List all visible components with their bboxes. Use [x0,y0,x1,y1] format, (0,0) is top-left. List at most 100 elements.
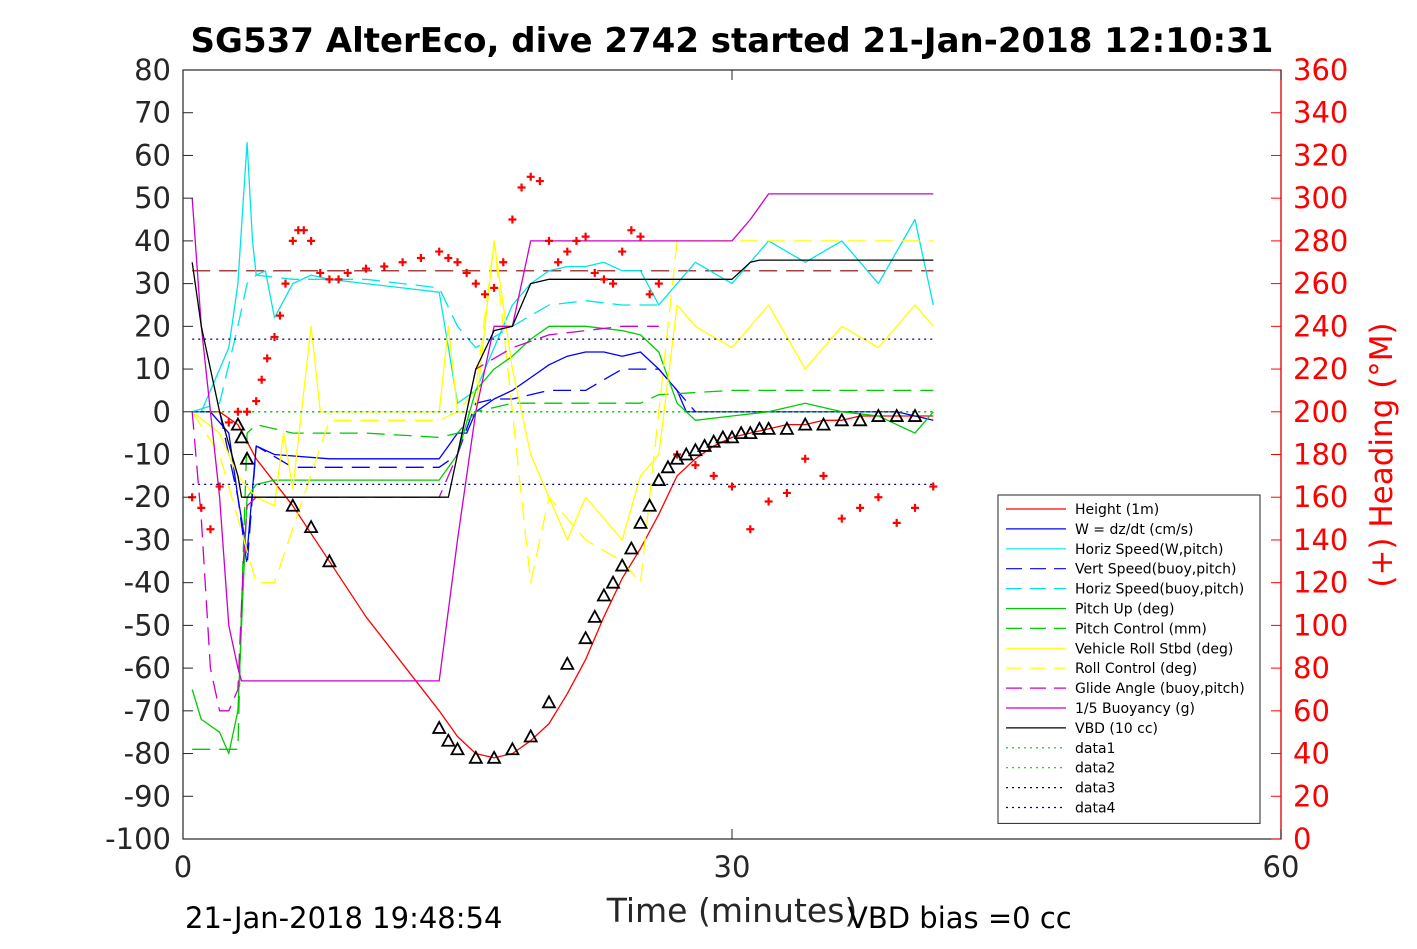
depth-marker [733,425,749,440]
heading-marker [224,418,233,427]
x-axis-label: Time (minutes) [606,891,858,930]
right-tick-label: 140 [1293,523,1348,557]
legend-entry-label: data2 [1075,761,1115,777]
depth-marker [596,587,612,602]
left-tick-label: 0 [153,395,171,429]
heading-marker [252,397,261,406]
depth-marker [431,720,447,734]
heading-marker [526,172,535,181]
left-tick-label: 40 [134,224,171,258]
heading-marker [545,236,553,245]
right-tick-label: 80 [1293,651,1330,685]
depth-marker [870,408,886,422]
footer-vbd-bias: VBD bias =0 cc [848,901,1072,935]
left-tick-label: 60 [134,138,171,172]
right-tick-label: 320 [1293,138,1348,172]
right-axis-label: (+) Heading (°M) [1364,322,1400,587]
legend-entry-label: Vehicle Roll Stbd (deg) [1075,641,1233,657]
depth-marker [523,728,539,743]
heading-marker [911,503,919,512]
right-tick-label: 360 [1293,53,1348,87]
right-tick-label: 120 [1293,566,1348,600]
heading-marker [206,525,215,534]
left-tick-label: -20 [124,480,171,514]
heading-marker [874,493,883,502]
axes: 80706050403020100-10-20-30-40-50-60-70-8… [105,53,1348,884]
heading-marker [856,503,865,512]
depth-marker [651,472,667,487]
heading-marker [416,253,425,262]
series-line-3 [192,368,696,567]
heading-marker [618,247,627,256]
depth-marker [751,420,767,435]
depth-marker [504,741,520,756]
depth-marker [230,416,246,431]
heading-marker [609,279,618,288]
right-tick-label: 200 [1293,395,1348,429]
right-tick-label: 160 [1293,480,1348,514]
x-tick-label: 30 [714,850,751,884]
left-tick-label: -40 [124,566,171,600]
right-tick-label: 280 [1293,224,1348,258]
heading-marker [288,236,297,245]
legend-entry-label: Pitch Control (mm) [1075,621,1207,637]
heading-marker [517,183,526,192]
heading-marker [645,290,654,299]
depth-marker [559,655,575,670]
heading-marker [444,253,453,262]
heading-marker [654,279,663,288]
depth-marker [578,630,594,645]
heading-marker [554,258,563,267]
depth-marker [632,514,649,529]
right-tick-label: 300 [1293,181,1348,215]
heading-marker [499,258,508,267]
plot-area [183,70,1281,839]
depth-marker [779,420,795,435]
heading-marker [837,514,846,523]
depth-marker [715,429,731,444]
legend-entry-label: Roll Control (deg) [1075,661,1197,677]
series-line-4 [192,274,659,413]
legend-entry-label: 1/5 Buoyancy (g) [1075,701,1195,717]
left-tick-label: -90 [124,779,171,813]
depth-marker [234,429,250,444]
heading-marker [728,482,736,491]
right-tick-label: 100 [1293,608,1348,642]
right-tick-label: 180 [1293,438,1348,472]
legend-entry-label: Horiz Speed(W,pitch) [1075,542,1223,558]
x-tick-label: 0 [174,850,192,884]
legend-entry-label: Horiz Speed(buoy,pitch) [1075,582,1244,598]
heading-marker [243,407,252,416]
depth-marker [852,412,868,427]
heading-marker [764,497,773,506]
depth-marker [239,450,255,465]
left-tick-label: -30 [124,523,171,557]
series-line-7 [191,240,934,541]
heading-marker [709,471,718,480]
heading-marker [343,268,352,277]
depth-marker [449,741,466,756]
heading-marker [270,333,279,342]
left-tick-label: -70 [124,694,171,728]
heading-marker [435,247,444,256]
left-tick-label: -60 [124,651,171,685]
depth-marker [440,732,456,747]
series-line-0 [192,411,934,759]
heading-marker [535,177,544,186]
depth-marker [623,540,639,555]
heading-marker [263,354,272,363]
series-line-11 [191,259,934,498]
right-tick-label: 0 [1293,822,1311,856]
heading-marker [257,375,266,384]
depth-marker [486,749,502,764]
legend-entry-label: Pitch Up (deg) [1075,602,1174,618]
footer-timestamp: 21-Jan-2018 19:48:54 [185,901,502,935]
heading-marker [691,461,700,470]
heading-marker [563,247,572,256]
legend-entry-label: Vert Speed(buoy,pitch) [1075,562,1237,578]
heading-marker [462,268,471,277]
right-tick-label: 260 [1293,267,1348,301]
depth-marker [889,408,905,422]
